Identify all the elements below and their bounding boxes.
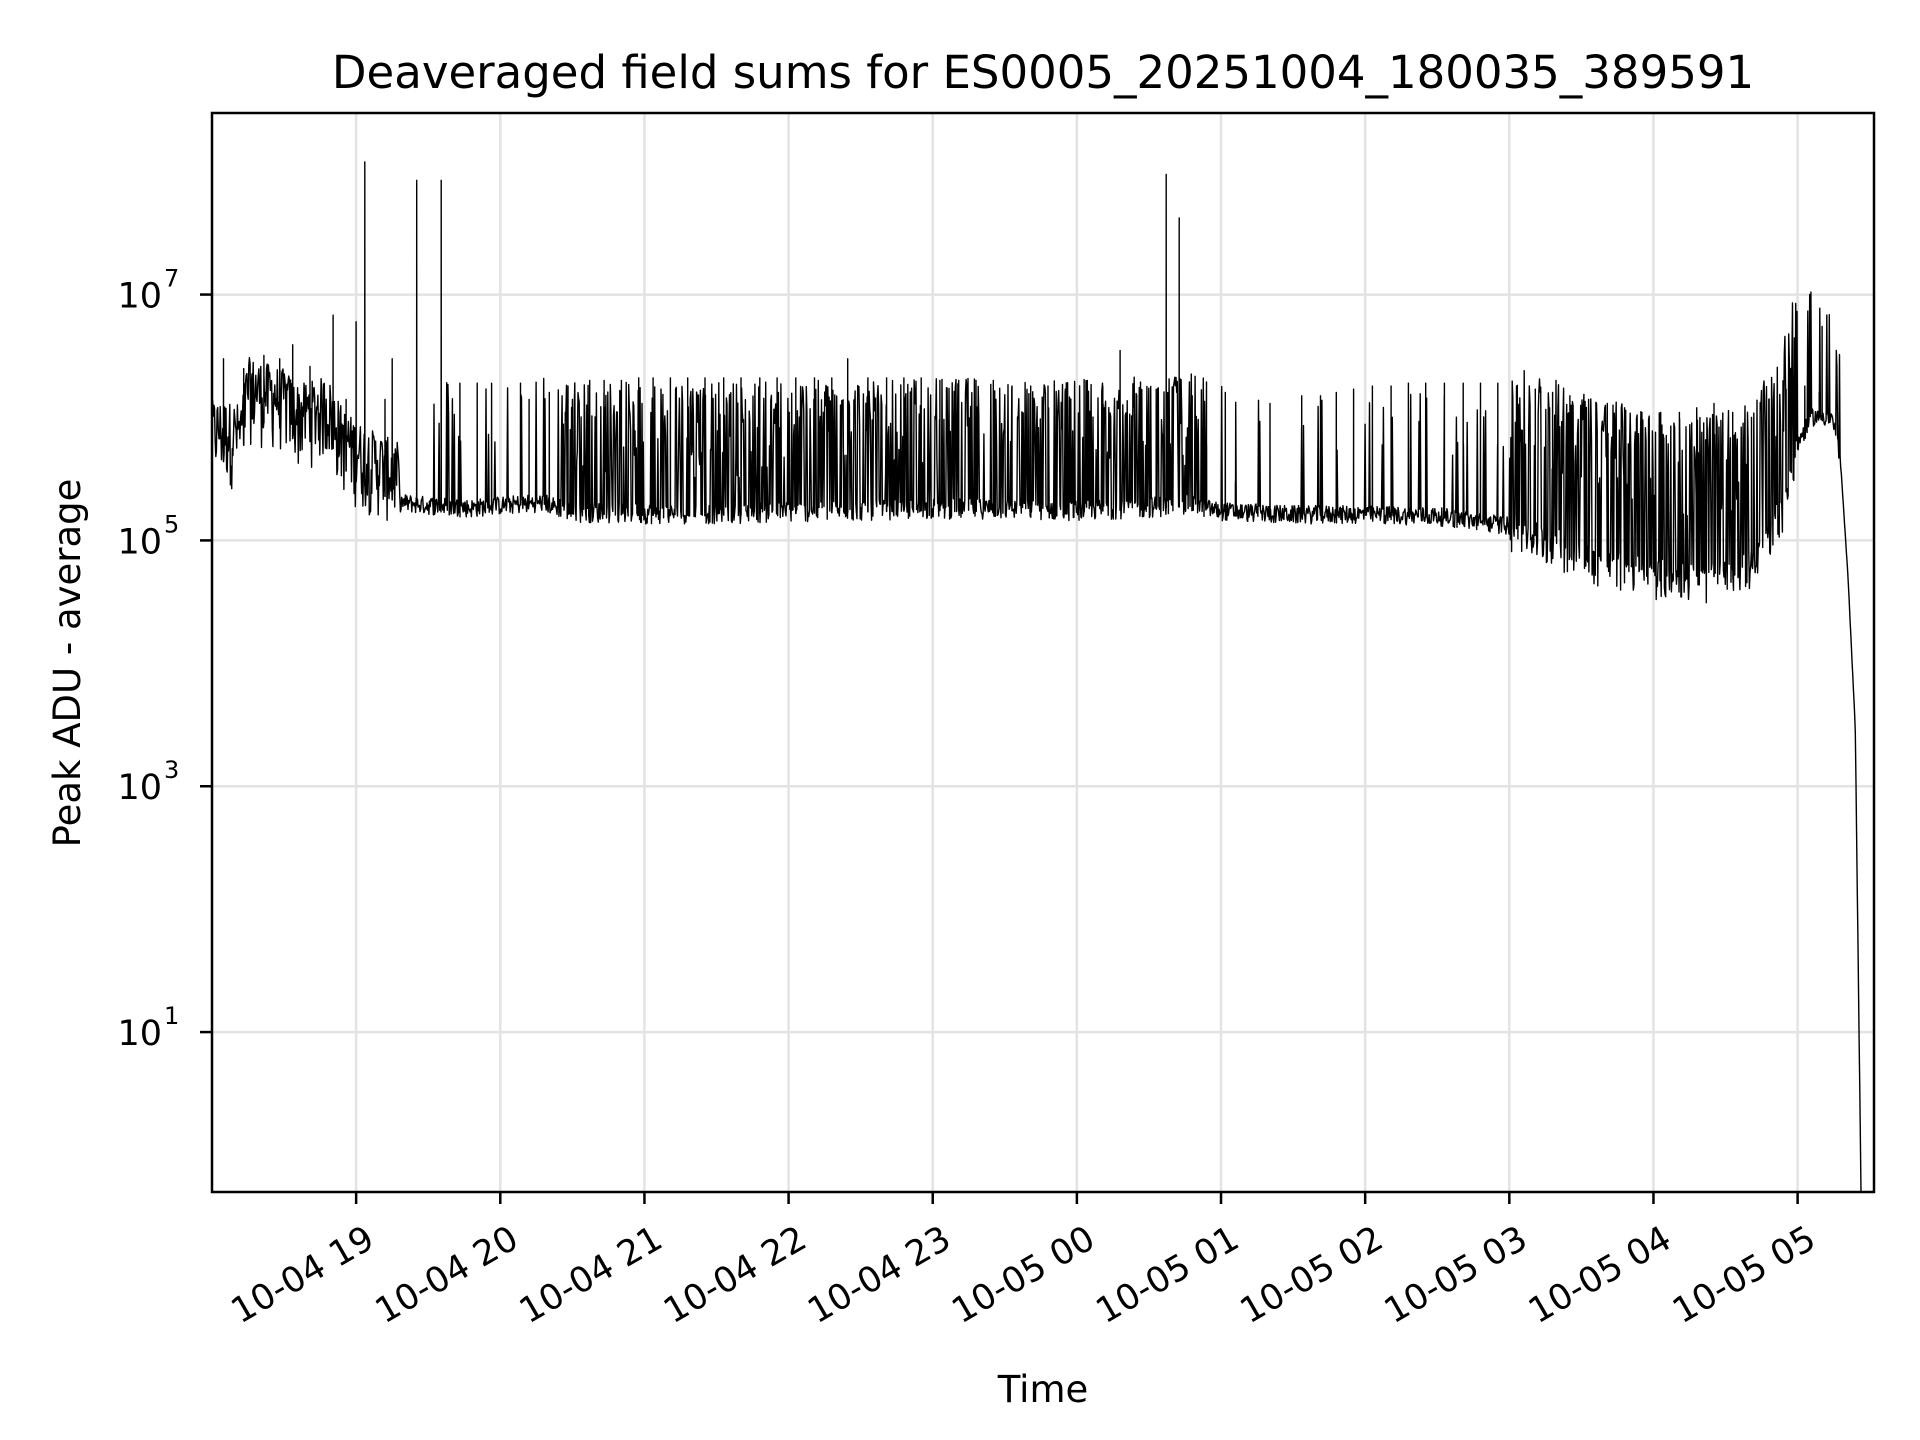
y-tick-base: 10 bbox=[117, 1014, 162, 1054]
y-tick-base: 10 bbox=[117, 522, 162, 562]
y-axis-label: Peak ADU - average bbox=[46, 479, 89, 848]
series-group bbox=[211, 161, 1862, 1193]
y-tick-label: 10 bbox=[117, 522, 162, 562]
y-tick-base: 10 bbox=[117, 277, 162, 317]
y-tick-exponent: 3 bbox=[164, 756, 179, 784]
chart-title: Deaveraged field sums for ES0005_2025100… bbox=[332, 46, 1754, 99]
y-tick-exponent: 1 bbox=[164, 1002, 179, 1030]
y-tick-label: 10 bbox=[117, 768, 162, 808]
plot-frame bbox=[210, 111, 1876, 1194]
y-tick-label: 10 bbox=[117, 1014, 162, 1054]
series-line bbox=[211, 161, 1862, 1193]
y-tick-base: 10 bbox=[117, 768, 162, 808]
y-tick-label: 10 bbox=[117, 277, 162, 317]
y-tick-exponent: 5 bbox=[164, 510, 179, 538]
y-tick-exponent: 7 bbox=[164, 265, 179, 293]
x-axis-label: Time bbox=[997, 1368, 1089, 1411]
